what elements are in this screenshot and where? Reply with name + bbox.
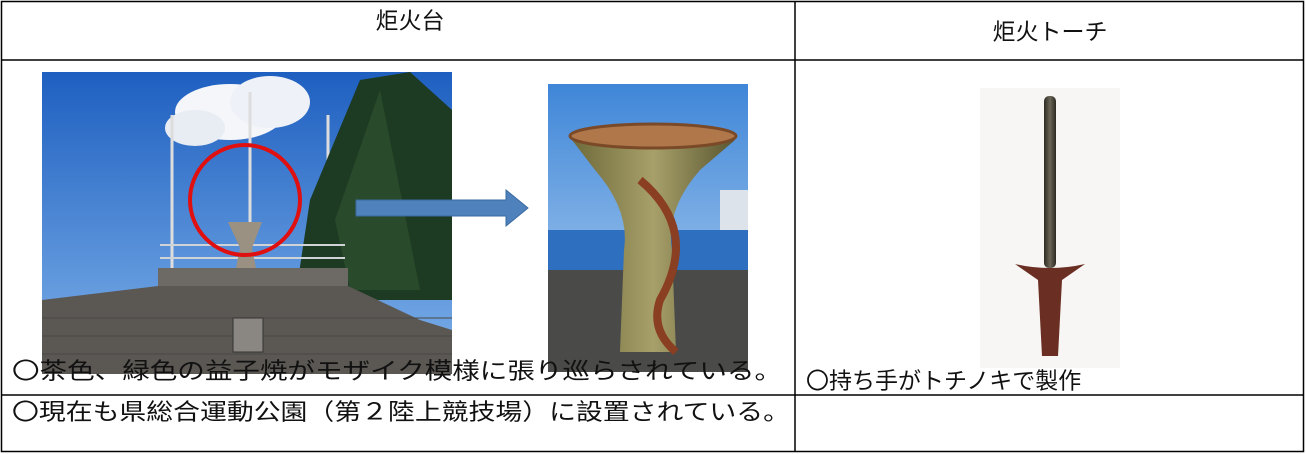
note-line: 〇茶色、緑色の益子焼がモザイク模様に張り巡らされている。 xyxy=(12,359,782,385)
note-line: 〇現在も県総合運動公園（第２陸上競技場）に設置されている。 xyxy=(12,400,790,426)
header-cell: 炬火トーチ xyxy=(993,20,1108,46)
photo-torch xyxy=(980,88,1120,368)
note-line: 〇持ち手がトチノキで製作 xyxy=(806,369,1081,395)
header-cell: 炬火台 xyxy=(376,9,445,35)
arrow xyxy=(355,188,529,228)
photo-stadium xyxy=(42,72,452,374)
photo-cauldron xyxy=(548,84,748,372)
